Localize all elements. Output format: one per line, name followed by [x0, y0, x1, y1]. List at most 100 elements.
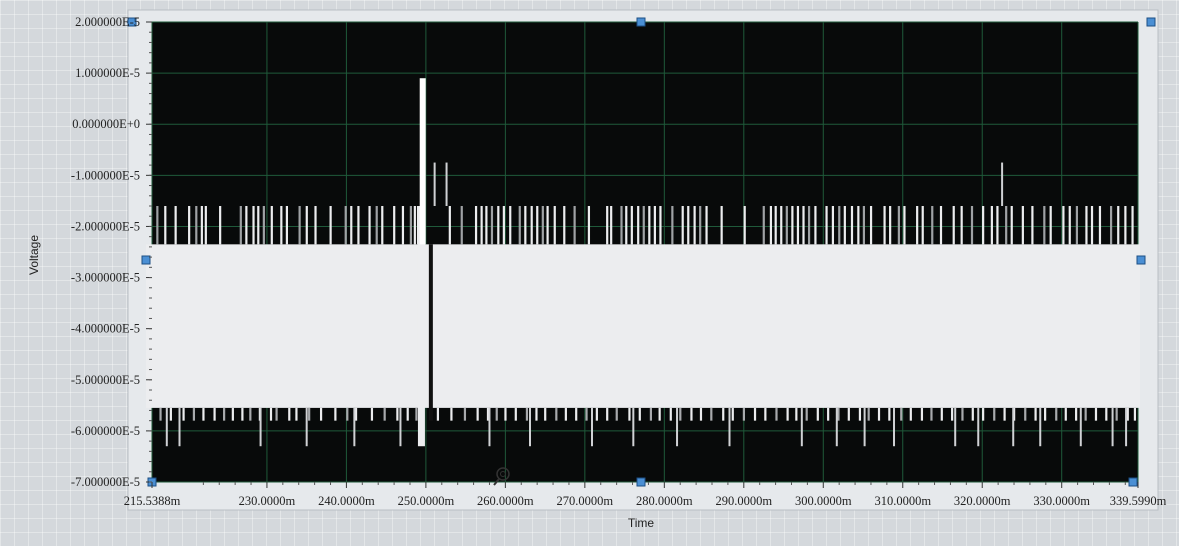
secondary-peak-2	[1001, 162, 1004, 206]
high-spike-98	[990, 206, 993, 245]
high-spike-58	[653, 206, 656, 245]
high-spike-97	[982, 206, 985, 245]
y-tick-label-4: -2.000000E-5	[71, 219, 140, 233]
x-tick-label-10: 320.0000m	[954, 494, 1011, 508]
low-spike-52	[722, 407, 725, 421]
high-spike-108	[1075, 206, 1079, 245]
high-spike-11	[257, 206, 260, 245]
low-spike-2	[182, 407, 185, 421]
cursor-handle-0[interactable]	[127, 17, 137, 27]
low-spike-88	[1094, 407, 1098, 421]
x-tick-label-7: 290.0000m	[715, 494, 772, 508]
high-spike-31	[448, 206, 451, 245]
cursor-handle-2[interactable]	[1146, 17, 1156, 27]
low-spike-16	[319, 407, 323, 421]
secondary-peak-0	[433, 162, 436, 206]
high-spike-112	[1109, 206, 1113, 245]
high-spike-53	[625, 206, 628, 245]
high-spike-96	[970, 206, 974, 245]
high-spike-79	[831, 206, 835, 245]
high-spike-74	[796, 206, 800, 245]
high-spike-104	[1043, 206, 1046, 245]
cursor-handle-6[interactable]	[636, 477, 646, 487]
low-spike-58	[786, 407, 789, 421]
low-spike-48	[679, 407, 682, 421]
high-spike-69	[769, 206, 773, 245]
high-spike-110	[1090, 206, 1094, 245]
zoom-tool-icon[interactable]	[493, 467, 510, 486]
high-spike-76	[807, 206, 811, 245]
high-spike-65	[705, 206, 708, 245]
high-spike-57	[648, 206, 651, 245]
high-spike-19	[329, 206, 332, 245]
low-spike-85	[1064, 407, 1067, 421]
cursor-handle-1[interactable]	[636, 17, 646, 27]
high-spike-60	[671, 206, 674, 245]
low-spike-31	[504, 407, 507, 421]
high-spike-1	[164, 206, 167, 245]
high-spike-68	[762, 206, 765, 245]
low-spike-66	[867, 407, 870, 421]
cursor-handle-7[interactable]	[1128, 477, 1138, 487]
high-spike-40	[518, 206, 521, 245]
low-spike-89	[1105, 407, 1108, 421]
low-spike-54	[742, 407, 745, 421]
high-spike-46	[553, 206, 556, 245]
low-spike-26	[450, 407, 453, 421]
high-spike-114	[1124, 206, 1127, 245]
y-tick-label-3: -1.000000E-5	[71, 168, 140, 182]
high-spike-25	[381, 206, 384, 245]
high-spike-55	[637, 206, 640, 245]
high-spike-26	[393, 206, 396, 245]
high-spike-113	[1117, 206, 1120, 245]
high-spike-92	[931, 206, 934, 245]
x-tick-label-1: 230.0000m	[239, 494, 296, 508]
deep-dip-16	[954, 407, 957, 447]
low-spike-79	[1003, 407, 1006, 421]
y-tick-label-1: 1.000000E-5	[75, 66, 140, 80]
deep-dip-22	[1125, 407, 1128, 447]
low-spike-86	[1075, 407, 1078, 421]
high-spike-52	[620, 206, 623, 245]
high-spike-71	[780, 206, 783, 245]
high-spike-10	[252, 206, 255, 245]
low-spike-40	[595, 407, 598, 421]
cursor-handle-4[interactable]	[1136, 255, 1146, 265]
y-tick-label-8: -6.000000E-5	[71, 424, 140, 438]
high-spike-45	[546, 206, 549, 245]
high-spike-13	[270, 206, 273, 245]
x-tick-label-12: 339.5990m	[1110, 494, 1167, 508]
low-spike-81	[1024, 407, 1027, 421]
low-spike-30	[495, 407, 498, 421]
deep-dip-10	[676, 407, 679, 447]
low-spike-73	[940, 407, 943, 421]
high-spike-64	[699, 206, 702, 245]
high-spike-91	[921, 206, 924, 245]
high-spike-94	[952, 206, 955, 245]
high-spike-93	[939, 206, 943, 245]
x-tick-label-0: 215.5388m	[124, 494, 181, 508]
low-spike-55	[753, 407, 757, 421]
low-spike-39	[585, 407, 588, 421]
deep-dip-6	[488, 407, 491, 447]
high-spike-67	[743, 206, 746, 245]
low-spike-5	[213, 407, 216, 421]
cursor-handle-3[interactable]	[141, 255, 151, 265]
high-spike-7	[219, 206, 222, 245]
high-spike-16	[298, 206, 301, 245]
low-spike-25	[436, 407, 440, 421]
high-spike-115	[1131, 206, 1134, 245]
high-spike-88	[897, 206, 900, 245]
low-spike-49	[690, 407, 693, 421]
high-spike-86	[883, 206, 886, 245]
low-spike-17	[334, 407, 337, 421]
high-spike-82	[850, 206, 854, 245]
high-spike-95	[960, 206, 963, 245]
low-spike-32	[514, 407, 517, 421]
low-spike-14	[295, 407, 298, 421]
low-spike-33	[525, 407, 529, 421]
low-spike-63	[837, 407, 840, 421]
high-spike-84	[862, 206, 866, 245]
high-spike-105	[1049, 206, 1052, 245]
